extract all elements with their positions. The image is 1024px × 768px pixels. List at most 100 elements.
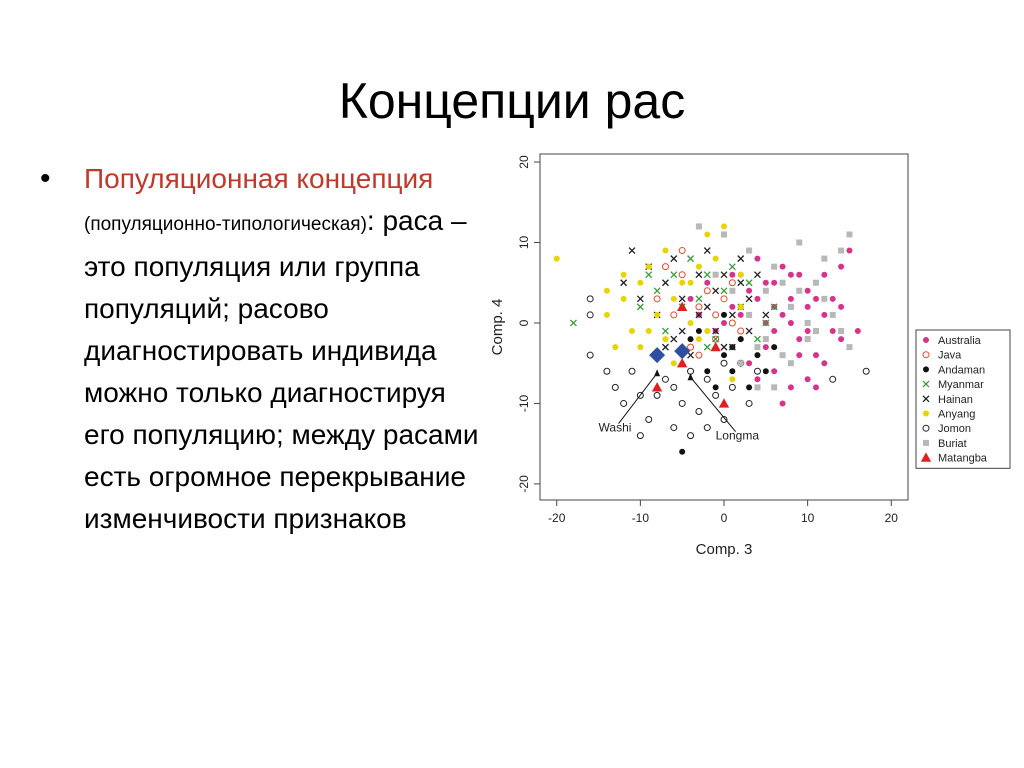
- point-myanmar: [645, 271, 653, 279]
- point-anyang: [637, 344, 644, 351]
- point-jomon: [703, 375, 711, 383]
- point-matangba: [676, 358, 688, 368]
- point-buriat: [821, 295, 828, 302]
- point-buriat: [829, 311, 836, 318]
- legend-marker: [922, 380, 930, 388]
- point-hainan: [753, 271, 761, 279]
- point-buriat: [813, 279, 819, 286]
- point-jomon: [753, 367, 761, 375]
- point-buriat: [846, 231, 853, 238]
- point-australia: [813, 352, 819, 359]
- point-anyang: [737, 303, 744, 310]
- legend-label: Australia: [938, 335, 982, 347]
- point-australia: [838, 336, 845, 343]
- point-jomon: [586, 295, 594, 303]
- point-jomon: [728, 383, 736, 391]
- point-australia: [737, 311, 744, 318]
- point-australia: [829, 295, 836, 302]
- point-australia: [804, 376, 811, 383]
- point-java: [687, 343, 695, 351]
- point-australia: [804, 328, 811, 335]
- point-myanmar: [728, 263, 736, 271]
- point-andaman: [687, 336, 694, 343]
- point-hainan: [670, 335, 678, 343]
- point-hainan: [703, 303, 711, 311]
- point-hainan: [695, 271, 703, 279]
- point-anyang: [662, 336, 669, 343]
- point-australia: [821, 360, 828, 367]
- legend-label: Myanmar: [938, 379, 984, 391]
- point-australia: [787, 271, 794, 278]
- point-australia: [796, 352, 803, 359]
- legend-marker: [922, 395, 930, 403]
- bullet-text: Популяционная концепция (популяционно-ти…: [84, 158, 480, 540]
- point-australia: [779, 263, 786, 270]
- point-java: [661, 263, 669, 271]
- point-java: [670, 311, 678, 319]
- point-buriat: [771, 263, 778, 270]
- point-buriat: [721, 231, 727, 238]
- point-myanmar: [695, 295, 703, 303]
- point-jomon: [636, 391, 644, 399]
- point-jomon: [628, 367, 636, 375]
- point-myanmar: [569, 319, 577, 327]
- annotation-label: Washi: [599, 421, 632, 435]
- point-australia: [796, 271, 803, 278]
- point-australia: [754, 295, 761, 302]
- legend-label: Matangba: [938, 453, 988, 465]
- annotation-arrow: [618, 372, 658, 424]
- point-buriat: [754, 384, 761, 391]
- point-matangba: [651, 382, 663, 392]
- legend-label: Buriat: [938, 438, 967, 450]
- point-anyang: [687, 279, 694, 286]
- y-tick-label: -10: [517, 394, 531, 412]
- point-buriat: [754, 344, 761, 351]
- point-myanmar: [720, 287, 728, 295]
- point-myanmar: [745, 279, 753, 287]
- point-buriat: [796, 287, 803, 294]
- point-myanmar: [753, 335, 761, 343]
- x-tick-label: 20: [885, 511, 899, 525]
- bullet-body: раса – это популяция или группа популяци…: [84, 205, 479, 534]
- point-anyang: [670, 360, 677, 367]
- point-australia: [754, 255, 761, 262]
- point-australia: [721, 319, 727, 326]
- point-hainan: [728, 343, 736, 351]
- point-hainan: [703, 247, 711, 255]
- y-axis-label: Comp. 4: [489, 299, 506, 356]
- legend-marker: [920, 452, 932, 462]
- point-buriat: [762, 336, 769, 343]
- point-matangba: [718, 398, 730, 408]
- point-australia: [746, 287, 753, 294]
- point-hainan: [720, 271, 728, 279]
- point-jomon: [712, 391, 720, 399]
- x-tick-label: -10: [632, 511, 650, 525]
- point-australia: [838, 263, 845, 270]
- point-java: [712, 311, 720, 319]
- point-java: [678, 247, 686, 255]
- point-buriat: [838, 328, 845, 335]
- point-jomon: [670, 424, 678, 432]
- point-jomon: [611, 383, 619, 391]
- point-australia: [779, 400, 786, 407]
- point-australia: [687, 295, 694, 302]
- point-anyang: [603, 287, 610, 294]
- point-andaman: [762, 368, 769, 375]
- legend-label: Anyang: [938, 409, 975, 421]
- point-buriat: [712, 271, 719, 278]
- point-andaman: [729, 368, 736, 375]
- point-hainan: [745, 295, 753, 303]
- point-anyang: [662, 247, 669, 254]
- point-australia: [762, 279, 769, 286]
- point-anyang: [704, 328, 711, 335]
- bullet-dot: •: [40, 162, 51, 195]
- point-buriat: [746, 247, 753, 254]
- point-buriat: [695, 223, 702, 230]
- legend-marker: [923, 439, 929, 446]
- point-anyang: [620, 295, 627, 302]
- point-anyang: [737, 271, 744, 278]
- point-anyang: [620, 271, 627, 278]
- point-matangba: [710, 341, 721, 352]
- point-anyang: [695, 263, 702, 270]
- point-java: [728, 279, 736, 287]
